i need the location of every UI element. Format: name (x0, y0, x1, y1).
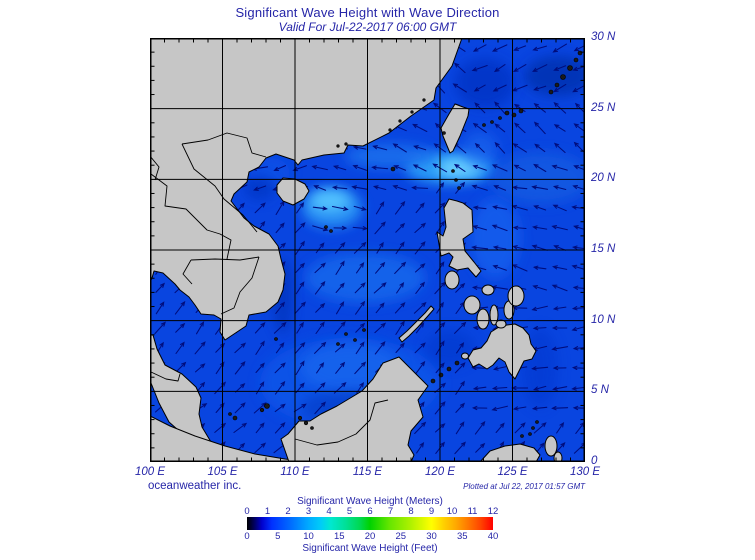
meters-tick: 5 (346, 506, 353, 517)
land-palawan (398, 305, 435, 343)
lat-label: 0 (591, 455, 598, 467)
map (150, 38, 585, 462)
lon-label: 130 E (569, 466, 601, 478)
legend-colorbar (247, 517, 493, 530)
land-cebu (489, 304, 499, 326)
land-bohol (495, 319, 507, 329)
lon-label: 110 E (280, 466, 310, 478)
feet-tick: 20 (364, 531, 376, 542)
lon-label: 100 E (134, 466, 166, 478)
meters-tick: 0 (244, 506, 250, 517)
meters-tick: 7 (387, 506, 394, 517)
land-layer (150, 38, 563, 462)
lat-label: 30 N (591, 31, 616, 43)
meters-tick: 8 (408, 506, 414, 517)
land-basilan (461, 352, 469, 360)
lat-label: 5 N (591, 384, 609, 397)
plotted-timestamp: Plotted at Jul 22, 2017 01:57 GMT (463, 482, 585, 491)
feet-tick: 15 (333, 531, 345, 542)
land-negros (476, 308, 490, 330)
country-borders (150, 132, 389, 446)
small-islands (228, 50, 583, 438)
meters-tick: 10 (446, 506, 458, 517)
lon-label: 115 E (352, 466, 383, 478)
feet-tick: 30 (426, 531, 437, 542)
legend-feet-label: Significant Wave Height (Feet) (302, 543, 438, 554)
meters-tick: 3 (305, 506, 312, 517)
meters-tick: 6 (367, 506, 373, 517)
land-mindoro (444, 270, 460, 290)
meters-tick: 9 (428, 506, 435, 517)
meters-tick: 11 (467, 506, 478, 517)
chart-title: Significant Wave Height with Wave Direct… (235, 5, 500, 20)
meters-tick: 1 (264, 506, 271, 517)
land-luzon (436, 198, 482, 278)
meters-tick: 2 (285, 506, 291, 517)
land-sumatra (150, 415, 311, 462)
land-panay (463, 295, 481, 315)
land-mainland-asia (150, 38, 463, 341)
meters-tick: 12 (487, 506, 499, 517)
lon-label: 125 E (497, 466, 528, 478)
land-samar (507, 285, 525, 307)
land-halmahera (544, 435, 558, 457)
legend-meters-label: Significant Wave Height (Meters) (297, 496, 443, 507)
lat-label: 15 N (591, 243, 616, 255)
meters-tick: 4 (326, 506, 332, 517)
grid-lines (150, 38, 585, 462)
land-hainan (276, 177, 310, 206)
feet-tick: 10 (303, 531, 314, 542)
feet-tick: 0 (244, 531, 250, 542)
lat-label: 25 N (591, 101, 616, 114)
land-mindanao (467, 323, 537, 380)
lat-label: 10 N (591, 313, 616, 326)
chart-valid-time: Valid For Jul-22-2017 06:00 GMT (278, 20, 457, 34)
map-frame (150, 38, 585, 462)
land-malay-peninsula (150, 334, 212, 446)
feet-tick: 25 (395, 531, 407, 542)
feet-tick: 5 (275, 531, 281, 542)
lon-label: 120 E (424, 466, 456, 478)
lat-label: 20 N (591, 172, 616, 185)
feet-tick: 35 (456, 531, 468, 542)
lon-label: 105 E (207, 466, 238, 478)
land-masbate (481, 284, 495, 296)
land-borneo (280, 356, 429, 462)
feet-tick: 40 (487, 531, 499, 542)
oceanweather-credit: oceanweather inc. (148, 480, 242, 492)
